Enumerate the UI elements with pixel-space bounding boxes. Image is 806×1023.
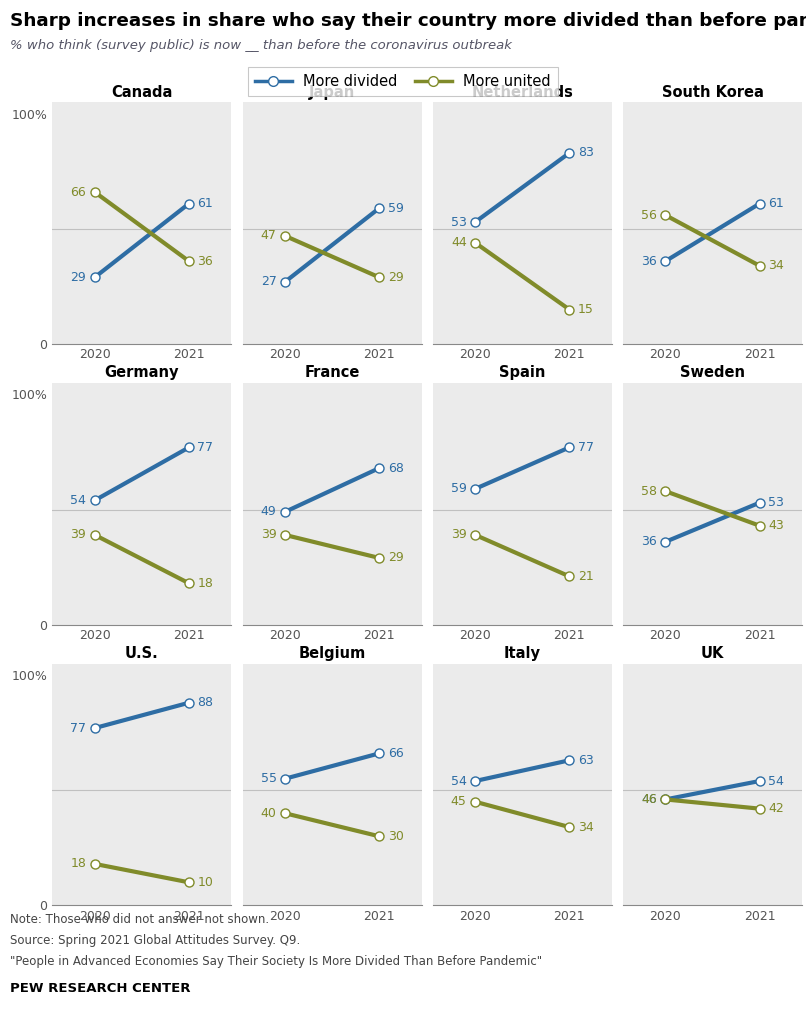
- Text: 53: 53: [451, 216, 467, 228]
- Text: 54: 54: [70, 494, 86, 506]
- Text: PEW RESEARCH CENTER: PEW RESEARCH CENTER: [10, 982, 191, 995]
- Title: Canada: Canada: [111, 85, 172, 100]
- Text: 39: 39: [451, 529, 467, 541]
- Title: Germany: Germany: [105, 365, 179, 381]
- Title: Japan: Japan: [309, 85, 355, 100]
- Text: 54: 54: [768, 774, 784, 788]
- Text: 10: 10: [197, 876, 214, 889]
- Text: Note: Those who did not answer not shown.: Note: Those who did not answer not shown…: [10, 913, 269, 926]
- Text: 18: 18: [197, 577, 214, 590]
- Text: Source: Spring 2021 Global Attitudes Survey. Q9.: Source: Spring 2021 Global Attitudes Sur…: [10, 934, 301, 947]
- Title: Netherlands: Netherlands: [472, 85, 573, 100]
- Text: 77: 77: [70, 721, 86, 735]
- Text: 46: 46: [642, 793, 657, 806]
- Text: 54: 54: [451, 774, 467, 788]
- Text: 40: 40: [260, 807, 276, 819]
- Text: 29: 29: [388, 551, 403, 565]
- Text: 39: 39: [71, 529, 86, 541]
- Text: Sharp increases in share who say their country more divided than before pandemic: Sharp increases in share who say their c…: [10, 12, 806, 31]
- Text: 59: 59: [451, 483, 467, 495]
- Text: 27: 27: [260, 275, 276, 288]
- Text: 53: 53: [768, 496, 784, 509]
- Text: 47: 47: [260, 229, 276, 242]
- Text: 68: 68: [388, 461, 404, 475]
- Text: 45: 45: [451, 795, 467, 808]
- Text: 44: 44: [451, 236, 467, 250]
- Title: Sweden: Sweden: [680, 365, 745, 381]
- Title: Spain: Spain: [499, 365, 546, 381]
- Text: 59: 59: [388, 202, 404, 215]
- Text: 21: 21: [578, 570, 593, 583]
- Text: 88: 88: [197, 697, 214, 709]
- Title: UK: UK: [700, 647, 725, 661]
- Text: 43: 43: [768, 520, 783, 532]
- Text: 83: 83: [578, 146, 594, 160]
- Text: 61: 61: [197, 197, 213, 210]
- Text: 34: 34: [578, 820, 593, 834]
- Text: % who think (survey public) is now __ than before the coronavirus outbreak: % who think (survey public) is now __ th…: [10, 39, 513, 52]
- Title: U.S.: U.S.: [125, 647, 159, 661]
- Text: 49: 49: [261, 505, 276, 519]
- Text: 18: 18: [70, 857, 86, 871]
- Text: 29: 29: [388, 271, 403, 283]
- Text: "People in Advanced Economies Say Their Society Is More Divided Than Before Pand: "People in Advanced Economies Say Their …: [10, 955, 542, 969]
- Title: South Korea: South Korea: [662, 85, 763, 100]
- Text: 36: 36: [197, 255, 213, 268]
- Text: 29: 29: [71, 271, 86, 283]
- Text: 39: 39: [261, 529, 276, 541]
- Text: 63: 63: [578, 754, 593, 767]
- Text: 15: 15: [578, 303, 594, 316]
- Title: Belgium: Belgium: [298, 647, 366, 661]
- Text: 66: 66: [388, 747, 403, 760]
- Legend: More divided, More united: More divided, More united: [247, 66, 559, 96]
- Text: 46: 46: [642, 793, 657, 806]
- Text: 77: 77: [197, 441, 214, 454]
- Text: 36: 36: [642, 255, 657, 268]
- Text: 55: 55: [260, 772, 276, 786]
- Text: 30: 30: [388, 830, 404, 843]
- Text: 36: 36: [642, 535, 657, 548]
- Text: 66: 66: [71, 185, 86, 198]
- Text: 56: 56: [641, 209, 657, 222]
- Title: Italy: Italy: [504, 647, 541, 661]
- Text: 34: 34: [768, 259, 783, 272]
- Text: 42: 42: [768, 802, 783, 815]
- Title: France: France: [305, 365, 359, 381]
- Text: 77: 77: [578, 441, 594, 454]
- Text: 58: 58: [641, 485, 657, 497]
- Text: 61: 61: [768, 197, 783, 210]
